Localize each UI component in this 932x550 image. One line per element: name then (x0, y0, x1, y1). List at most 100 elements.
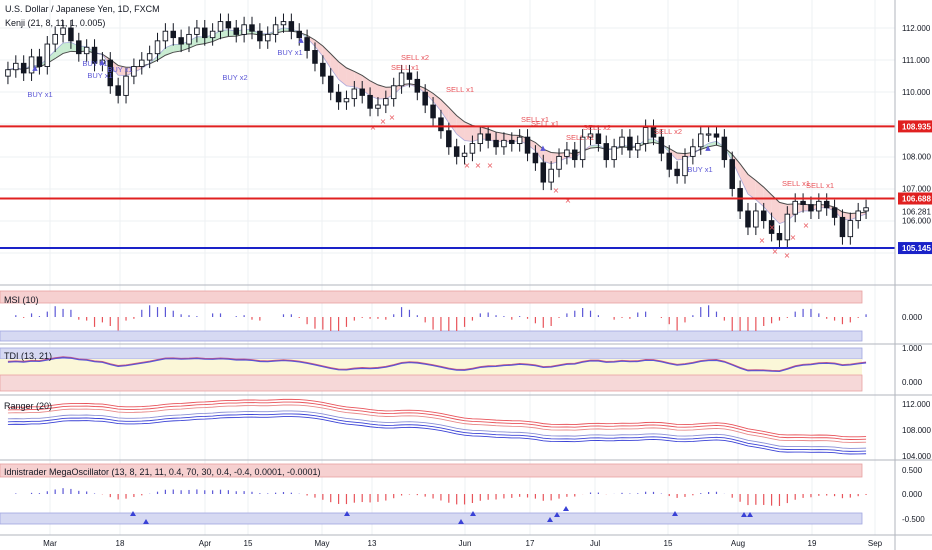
candle-body-52 (414, 78, 421, 93)
msi-lower-band (0, 330, 863, 342)
candle-body-30 (241, 24, 247, 35)
candle-body-78 (619, 136, 625, 148)
price-tag-1: 106.688 (902, 195, 931, 204)
mega-triangle-6 (554, 512, 560, 517)
candle-body-46 (367, 94, 373, 109)
candle-body-38 (304, 37, 310, 51)
cloud-seg-42 (338, 61, 347, 86)
ranger-line-1 (7, 401, 867, 440)
indicator-bands (0, 290, 863, 525)
candle-body-12 (99, 59, 106, 64)
cloud-seg-53 (425, 88, 434, 102)
candle-body-77 (611, 146, 617, 161)
candle-body-108 (855, 210, 861, 222)
candle-body-22 (178, 37, 184, 45)
candle-body-75 (595, 133, 602, 145)
mega-triangle-2 (344, 511, 350, 516)
sell-marker-9: × (772, 247, 779, 256)
ranger-line-5 (7, 416, 867, 455)
time-tick-4: May (314, 539, 329, 548)
symbol-title: U.S. Dollar / Japanese Yen, 1D, FXCM (5, 4, 160, 14)
candle-body-74 (587, 133, 594, 138)
sell-signal-8: SELL x1 (782, 179, 810, 188)
time-tick-6: Jun (459, 539, 472, 548)
candle-body-21 (170, 30, 177, 39)
sell-marker-10: × (784, 251, 791, 260)
cloud-seg-21 (173, 44, 182, 53)
candle-body-97 (768, 220, 775, 234)
candle-body-47 (375, 104, 381, 109)
buy-marker-0: ▲ (32, 64, 38, 72)
candle-body-7 (60, 27, 66, 35)
buy-signal-2: BUY x1 (87, 71, 112, 80)
price-tick-0: 112.000 (902, 24, 931, 33)
sell-marker-12: × (790, 233, 797, 242)
candle-body-64 (509, 139, 515, 145)
candle-body-70 (556, 155, 562, 170)
cloud-seg-39 (314, 39, 323, 57)
price-axis[interactable]: 112.000111.000110.000109.000108.000107.0… (898, 24, 932, 524)
indicator-2-tick-0: 112.000 (902, 400, 931, 409)
buy-marker-4: ▲ (705, 144, 711, 152)
cloud-seg-43 (346, 67, 355, 87)
candle-body-102 (808, 204, 814, 212)
indicator-2-tick-1: 108.000 (902, 426, 931, 435)
candle-body-48 (383, 98, 389, 106)
sell-signal-1: SELL x1 (391, 63, 419, 72)
candle-body-49 (390, 85, 397, 100)
candle-body-28 (225, 21, 232, 29)
buy-marker-2: ▲ (298, 36, 304, 44)
cloud-seg-47 (377, 84, 386, 99)
sell-marker-11: × (769, 223, 776, 232)
candle-body-9 (76, 40, 82, 55)
price-tick-5: 107.000 (902, 185, 931, 194)
buy-signal-4: BUY x2 (222, 73, 247, 82)
price-tag-bg-0 (898, 120, 932, 133)
time-tick-7: 17 (526, 539, 535, 548)
candle-body-104 (823, 200, 830, 209)
sell-signal-6: SELL x2 (583, 123, 611, 132)
candle-body-17 (139, 59, 145, 67)
mega-triangle-4 (470, 511, 476, 516)
candle-body-2 (20, 62, 27, 74)
ranger-label: Ranger (20) (4, 401, 52, 411)
time-tick-12: Sep (868, 539, 883, 548)
price-tag-0: 108.935 (902, 122, 931, 131)
cloud-seg-24 (196, 36, 205, 45)
candle-body-6 (52, 33, 58, 45)
candle-body-103 (816, 200, 822, 212)
candle-body-90 (713, 133, 720, 138)
candle-body-60 (477, 133, 484, 145)
candle-body-8 (68, 27, 74, 42)
cloud-seg-40 (322, 46, 331, 69)
candle-body-109 (863, 207, 869, 212)
sell-signal-5: SELL x1 (566, 133, 594, 142)
candle-body-13 (107, 59, 114, 87)
mega-lower-band (0, 512, 863, 525)
ranger-line-2 (7, 404, 867, 443)
sell-marker-8: × (759, 236, 766, 245)
candle-body-58 (461, 152, 468, 157)
cloud-seg-68 (543, 149, 552, 164)
candle-body-68 (540, 162, 547, 183)
candle-body-35 (280, 21, 287, 26)
candle-body-107 (847, 220, 854, 238)
candle-body-71 (564, 149, 570, 157)
indicator-1-tick-1: 0.000 (902, 378, 923, 387)
candle-body-31 (249, 24, 255, 32)
candle-body-24 (194, 27, 200, 35)
cloud-seg-44 (354, 71, 363, 90)
candle-body-69 (548, 168, 554, 183)
ranger-line-4 (7, 413, 867, 452)
candles (5, 13, 869, 248)
candle-body-55 (438, 117, 444, 132)
candle-body-1 (13, 62, 19, 71)
time-axis[interactable]: Mar 18 Apr 15 May 13 Jun 17 Jul 15 Aug 19 Sep (43, 539, 883, 548)
mega-triangle-3 (458, 519, 464, 524)
indicator-3-tick-1: 0.000 (902, 490, 923, 499)
candle-body-62 (493, 139, 499, 148)
time-tick-2: Apr (199, 539, 212, 548)
